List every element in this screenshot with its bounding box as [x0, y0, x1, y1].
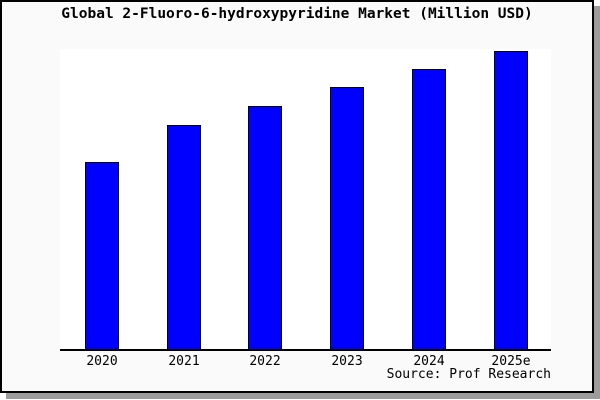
bar-2022 — [248, 106, 282, 351]
x-axis-line — [60, 349, 551, 351]
x-tick-label-2025e: 2025e — [491, 354, 531, 369]
x-tick-label-2023: 2023 — [331, 354, 363, 369]
x-axis-labels: 2020 2021 2022 2023 2024 2025e — [0, 354, 600, 370]
x-tick-label-2022: 2022 — [249, 354, 281, 369]
bar-2024 — [412, 69, 446, 351]
chart-title: Global 2-Fluoro-6-hydroxypyridine Market… — [61, 6, 533, 22]
bar-2023 — [330, 87, 364, 351]
x-tick-label-2021: 2021 — [168, 354, 200, 369]
x-tick-label-2024: 2024 — [413, 354, 445, 369]
x-tick-label-2020: 2020 — [86, 354, 118, 369]
bar-2020 — [85, 162, 119, 351]
plot-area — [60, 49, 551, 351]
source-credit: Source: Prof Research — [386, 367, 551, 382]
bar-2025e — [494, 51, 528, 351]
bar-2021 — [167, 125, 201, 351]
